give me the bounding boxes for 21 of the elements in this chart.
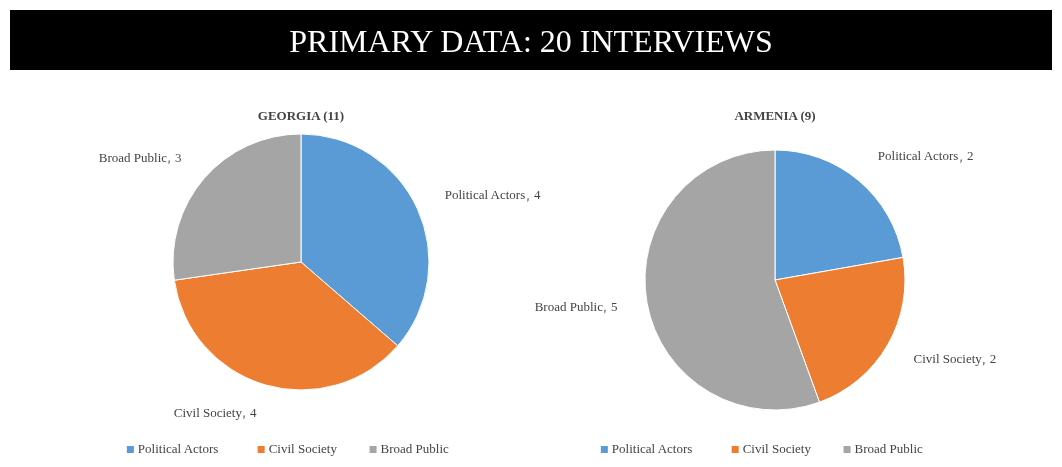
data-label: 4 xyxy=(249,404,257,420)
chart-title: GEORGIA (11) xyxy=(257,108,345,123)
legend-label: Civil Society xyxy=(268,441,338,456)
slice-label: Broad Public xyxy=(98,149,168,165)
text: PRIMARY DATA: 20 INTERVIEWS xyxy=(289,23,773,59)
data-label: 2 xyxy=(967,148,974,164)
data-label: 5 xyxy=(610,298,618,314)
data-label: 4 xyxy=(533,187,541,203)
legend-label: Civil Society xyxy=(742,441,812,456)
slice-label: Civil Society xyxy=(913,350,983,366)
legend-label: Broad Public xyxy=(380,441,450,456)
slice-label: Political Actors xyxy=(877,148,959,164)
slice-label: Broad Public xyxy=(534,298,604,314)
slice-label: Political Actors xyxy=(444,187,526,203)
legend-label: Broad Public xyxy=(854,441,924,456)
legend-label: Political Actors xyxy=(137,441,219,456)
slice-label: Civil Society xyxy=(173,404,243,420)
chart-title: ARMENIA (9) xyxy=(734,108,816,123)
data-label: 3 xyxy=(175,149,182,165)
legend-label: Political Actors xyxy=(611,441,693,456)
data-label: 2 xyxy=(989,350,997,366)
